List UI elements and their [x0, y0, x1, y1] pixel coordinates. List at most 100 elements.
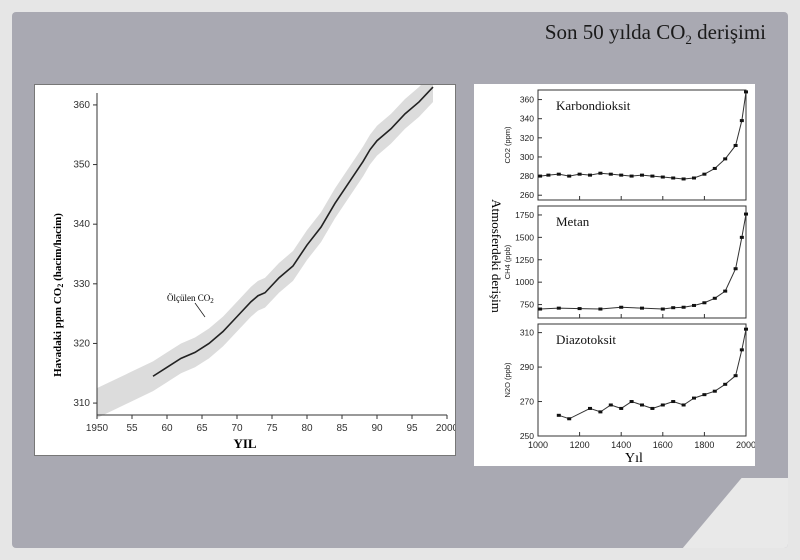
gas-data-point: [733, 374, 738, 378]
gas-data-point: [671, 400, 676, 404]
millennium-gas-svg: Karbondioksit 260 280 300 320 340 360 CO2 (ppm)…: [489, 89, 756, 466]
left-x-tick-label: 1950: [86, 423, 109, 434]
left-ylabel: Havadaki ppm CO2 (hacim/hacim): [52, 213, 65, 377]
left-annotation: Ölçülen CO2: [167, 293, 214, 305]
left-y-tick-label: 340: [73, 219, 90, 230]
gas-data-point: [739, 119, 744, 123]
left-x-tick-label: 90: [371, 423, 383, 434]
gas-data-point: [629, 174, 634, 178]
gas-data-point: [702, 301, 707, 305]
co2-50-year-svg: 1950 55 60 65 70 75 80 85 90 95 2000 310 320 330 340 35…: [52, 72, 459, 451]
gas-data-point: [739, 235, 744, 239]
gas-data-point: [640, 173, 644, 177]
gas-x-tick-label: 2000: [736, 440, 755, 450]
right-xlabel: Yıl: [625, 451, 643, 466]
gas-data-point: [538, 307, 543, 311]
gas-data-point: [744, 90, 748, 94]
gas-data-point: [640, 306, 644, 310]
slide-title: Son 50 yılda CO2 derişimi: [545, 20, 766, 48]
gas-data-point: [588, 406, 592, 410]
gas-y-tick-label: 310: [520, 328, 534, 338]
gas-data-point: [723, 382, 728, 386]
gas-trend-line: [540, 213, 747, 310]
gas-data-point: [744, 212, 748, 216]
left-y-tick-label: 350: [73, 160, 90, 171]
gas-data-point: [733, 143, 738, 147]
left-x-tick-label: 2000: [436, 423, 455, 434]
gas-data-point: [723, 157, 728, 161]
left-y-tick-label: 360: [73, 100, 90, 111]
title-main: Son 50 yılda CO: [544, 20, 686, 44]
gas-data-point: [608, 172, 613, 176]
gas-data-point: [619, 173, 624, 177]
gas-y-tick-label: 280: [520, 171, 534, 181]
gas-y-tick-label: 260: [520, 190, 534, 200]
gas-x-tick-label: 1800: [694, 440, 714, 450]
gas-x-tick-label: 1400: [611, 440, 631, 450]
gas-data-point: [619, 406, 624, 410]
gas-y-tick-label: 250: [520, 431, 534, 441]
gas-panel-label: Karbondioksit: [556, 98, 631, 113]
gas-panel-label: Diazotoksit: [556, 332, 616, 347]
gas-data-point: [671, 306, 676, 310]
gas-data-point: [723, 289, 728, 293]
measured-co2-line: [152, 86, 434, 377]
gas-x-tick-label: 1200: [570, 440, 590, 450]
gas-y-label: N2O (ppb): [503, 362, 512, 398]
gas-data-point: [692, 176, 696, 180]
left-x-tick-label: 75: [266, 423, 278, 434]
gas-data-point: [671, 176, 676, 180]
gas-data-point: [598, 171, 603, 175]
shared-ylabel: Atmosferdeki derişim: [489, 199, 504, 313]
title-tail: derişimi: [691, 20, 766, 44]
gas-data-point: [608, 403, 613, 407]
millennium-gas-charts: Karbondioksit 260 280 300 320 340 360 CO2 (ppm)…: [474, 84, 756, 466]
annotation-pointer: [194, 302, 206, 318]
gas-data-point: [577, 172, 582, 176]
gas-data-point: [660, 403, 665, 407]
gas-panel-label: Metan: [556, 214, 590, 229]
gas-y-tick-label: 360: [520, 95, 534, 105]
left-x-tick-label: 70: [231, 423, 243, 434]
left-x-tick-label: 95: [406, 423, 418, 434]
left-y-tick-label: 330: [73, 279, 90, 290]
gas-data-point: [567, 174, 572, 178]
decorative-stripe: [674, 478, 788, 548]
gas-data-point: [556, 172, 561, 176]
gas-data-point: [733, 267, 738, 271]
gas-y-tick-label: 270: [520, 397, 534, 407]
gas-y-tick-label: 1000: [515, 277, 534, 287]
left-y-tick-label: 320: [73, 338, 90, 349]
gas-data-point: [681, 403, 686, 407]
uncertainty-band: [97, 72, 433, 418]
gas-y-tick-label: 1750: [515, 210, 534, 220]
left-x-tick-label: 55: [126, 423, 138, 434]
gas-y-tick-label: 300: [520, 152, 534, 162]
left-y-tick-label: 310: [73, 398, 90, 409]
gas-data-point: [660, 175, 665, 179]
gas-data-point: [567, 417, 572, 421]
gas-data-point: [712, 166, 717, 170]
gas-data-point: [712, 296, 717, 300]
gas-x-tick-label: 1000: [528, 440, 548, 450]
co2-50-year-chart: 1950 55 60 65 70 75 80 85 90 95 2000 310 320 330 340 35…: [34, 72, 459, 456]
gas-data-point: [744, 327, 748, 331]
gas-panel-frame: [537, 89, 747, 201]
gas-y-tick-label: 290: [520, 362, 534, 372]
left-x-tick-label: 85: [336, 423, 348, 434]
gas-data-point: [692, 396, 696, 400]
gas-data-point: [556, 306, 561, 310]
gas-data-point: [681, 305, 686, 309]
gas-data-point: [598, 410, 603, 414]
gas-y-tick-label: 320: [520, 133, 534, 143]
gas-data-point: [619, 305, 624, 309]
left-x-tick-label: 80: [301, 423, 313, 434]
gas-data-point: [692, 303, 696, 307]
gas-y-tick-label: 750: [520, 300, 534, 310]
gas-y-tick-label: 340: [520, 114, 534, 124]
gas-data-point: [712, 389, 717, 393]
gas-data-point: [681, 177, 686, 181]
left-x-tick-label: 65: [196, 423, 208, 434]
gas-data-point: [660, 307, 665, 311]
gas-data-point: [546, 173, 551, 177]
